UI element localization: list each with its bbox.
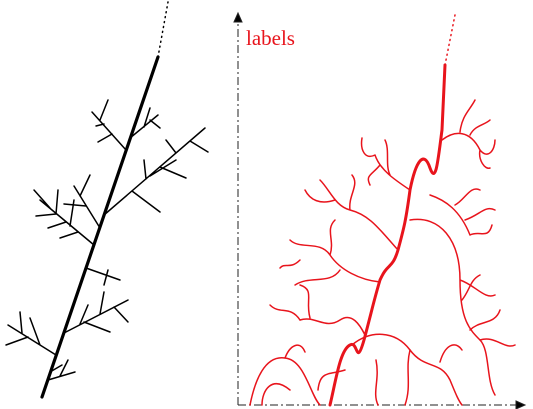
branch xyxy=(270,285,310,320)
branch xyxy=(290,220,380,282)
branch xyxy=(92,100,126,150)
branch xyxy=(262,345,305,405)
page: {"right_panel": {"axis_label": "labels"}… xyxy=(0,0,533,409)
branch xyxy=(442,100,495,168)
branch xyxy=(250,358,320,405)
diagram: labels xyxy=(0,0,533,409)
branch xyxy=(64,292,128,333)
branch xyxy=(6,312,56,355)
trunk xyxy=(330,65,445,405)
axis-label: labels xyxy=(246,26,295,50)
branch xyxy=(430,189,495,235)
branch xyxy=(305,175,398,250)
branches xyxy=(250,100,515,405)
x-axis-arrow xyxy=(516,401,525,409)
straight-tree xyxy=(6,2,208,397)
branch xyxy=(462,275,515,346)
branch xyxy=(362,138,410,190)
branch xyxy=(410,219,495,395)
trunk-continuation xyxy=(158,2,168,57)
y-axis-arrow xyxy=(234,13,242,22)
branch xyxy=(64,175,100,228)
branch xyxy=(34,190,94,245)
branch xyxy=(280,260,340,285)
trunk-continuation xyxy=(445,15,455,65)
branch xyxy=(300,318,365,390)
branch xyxy=(376,345,462,405)
branch xyxy=(86,268,120,285)
curvy-tree xyxy=(250,15,515,405)
branches xyxy=(6,100,208,380)
